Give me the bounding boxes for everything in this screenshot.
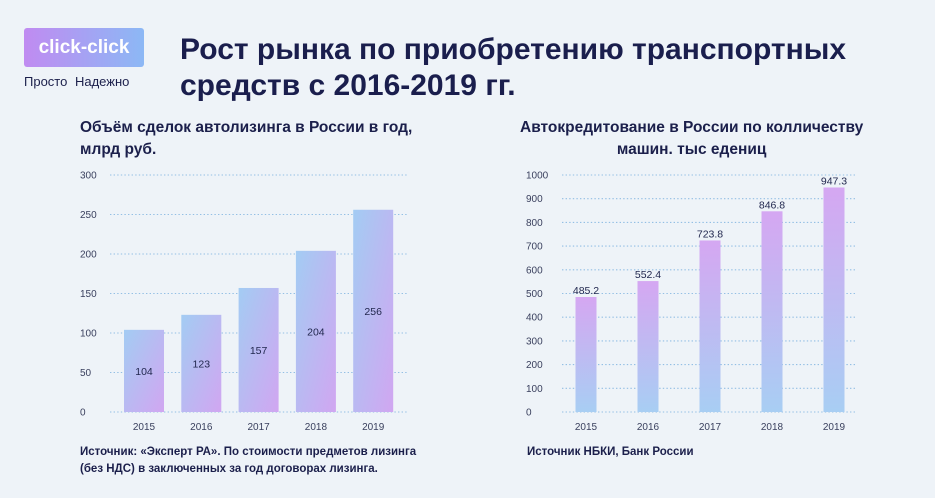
tagline: Просто Надежно bbox=[24, 74, 130, 89]
page-title: Рост рынка по приобретению транспортных … bbox=[180, 32, 846, 104]
chart-title-line: машин. тыс едениц bbox=[616, 141, 767, 158]
y-tick-label: 500 bbox=[526, 289, 543, 300]
data-label-2016: 123 bbox=[193, 358, 211, 370]
bar-2015 bbox=[124, 329, 164, 412]
x-tick-label-2019: 2019 bbox=[823, 422, 846, 433]
y-tick-label: 400 bbox=[526, 313, 543, 324]
chart-title-line: млрд руб. bbox=[80, 141, 157, 158]
source-note-line: Источник: «Эксперт РА». По стоимости пре… bbox=[80, 446, 417, 458]
source-note-line: (без НДС) в заключенных за год договорах… bbox=[80, 463, 378, 475]
y-tick-label: 200 bbox=[80, 250, 97, 261]
x-tick-label-2017: 2017 bbox=[699, 422, 722, 433]
bar-2018 bbox=[761, 211, 783, 412]
data-label-2018: 846.8 bbox=[759, 199, 785, 211]
data-label-2015: 485.2 bbox=[573, 285, 599, 297]
y-tick-label: 200 bbox=[526, 360, 543, 371]
y-tick-label: 100 bbox=[80, 329, 97, 340]
chart-title-line: Автокредитование в России по колличеству bbox=[520, 119, 864, 136]
x-tick-label-2018: 2018 bbox=[761, 422, 784, 433]
bar-2017 bbox=[238, 287, 279, 412]
y-tick-label: 150 bbox=[80, 289, 97, 300]
y-tick-label: 700 bbox=[526, 242, 543, 253]
logo: click-click bbox=[24, 28, 144, 67]
data-label-2017: 723.8 bbox=[697, 228, 723, 240]
bar-2016 bbox=[637, 281, 659, 412]
y-tick-label: 800 bbox=[526, 218, 543, 229]
data-label-2018: 204 bbox=[307, 326, 325, 338]
bar-2015 bbox=[575, 297, 597, 412]
y-tick-label: 600 bbox=[526, 265, 543, 276]
y-tick-label: 0 bbox=[526, 408, 532, 419]
x-tick-label-2017: 2017 bbox=[247, 422, 270, 433]
autocredit-chart-title: Автокредитование в России по колличеству… bbox=[520, 117, 863, 161]
y-tick-label: 250 bbox=[80, 210, 97, 221]
chart-title-line: Объём сделок автолизинга в России в год, bbox=[80, 119, 413, 136]
autocredit-source-note: Источник НБКИ, Банк России bbox=[527, 444, 694, 461]
autocredit-bar-chart: 0 100 200 300 400 500 600 700 800 900 1000 485.2 201… bbox=[526, 171, 855, 433]
autoleasing-bar-chart: 0 50 100 150 200 250 300 104 2015 123 2016 157 2017 2… bbox=[80, 171, 408, 433]
autoleasing-source-note: Источник: «Эксперт РА». По стоимости пре… bbox=[80, 444, 416, 478]
y-tick-label: 1000 bbox=[526, 171, 549, 182]
data-label-2019: 947.3 bbox=[821, 175, 847, 187]
bar-2019 bbox=[823, 187, 845, 412]
data-label-2016: 552.4 bbox=[635, 269, 661, 281]
y-tick-label: 300 bbox=[80, 171, 97, 182]
y-tick-label: 300 bbox=[526, 336, 543, 347]
page-title-line: Рост рынка по приобретению транспортных bbox=[180, 33, 847, 66]
y-tick-label: 900 bbox=[526, 194, 543, 205]
autoleasing-chart-title: Объём сделок автолизинга в России в год,… bbox=[80, 117, 412, 161]
data-label-2019: 256 bbox=[364, 306, 382, 318]
y-tick-label: 100 bbox=[526, 384, 543, 395]
bar-2018 bbox=[295, 250, 336, 412]
bar-2016 bbox=[181, 314, 222, 412]
x-tick-label-2016: 2016 bbox=[190, 422, 213, 433]
bar-2017 bbox=[699, 240, 721, 412]
page-title-line: средств с 2016-2019 гг. bbox=[180, 69, 516, 102]
source-note-line: Источник НБКИ, Банк России bbox=[527, 446, 694, 458]
x-tick-label-2019: 2019 bbox=[362, 422, 385, 433]
bar-2019 bbox=[353, 209, 394, 412]
x-tick-label-2016: 2016 bbox=[637, 422, 660, 433]
x-tick-label-2015: 2015 bbox=[133, 422, 156, 433]
x-tick-label-2018: 2018 bbox=[305, 422, 328, 433]
logo-text: click-click bbox=[38, 36, 130, 58]
y-tick-label: 50 bbox=[80, 368, 92, 379]
data-label-2017: 157 bbox=[250, 345, 268, 357]
data-label-2015: 104 bbox=[135, 366, 153, 378]
x-tick-label-2015: 2015 bbox=[575, 422, 598, 433]
y-tick-label: 0 bbox=[80, 408, 86, 419]
